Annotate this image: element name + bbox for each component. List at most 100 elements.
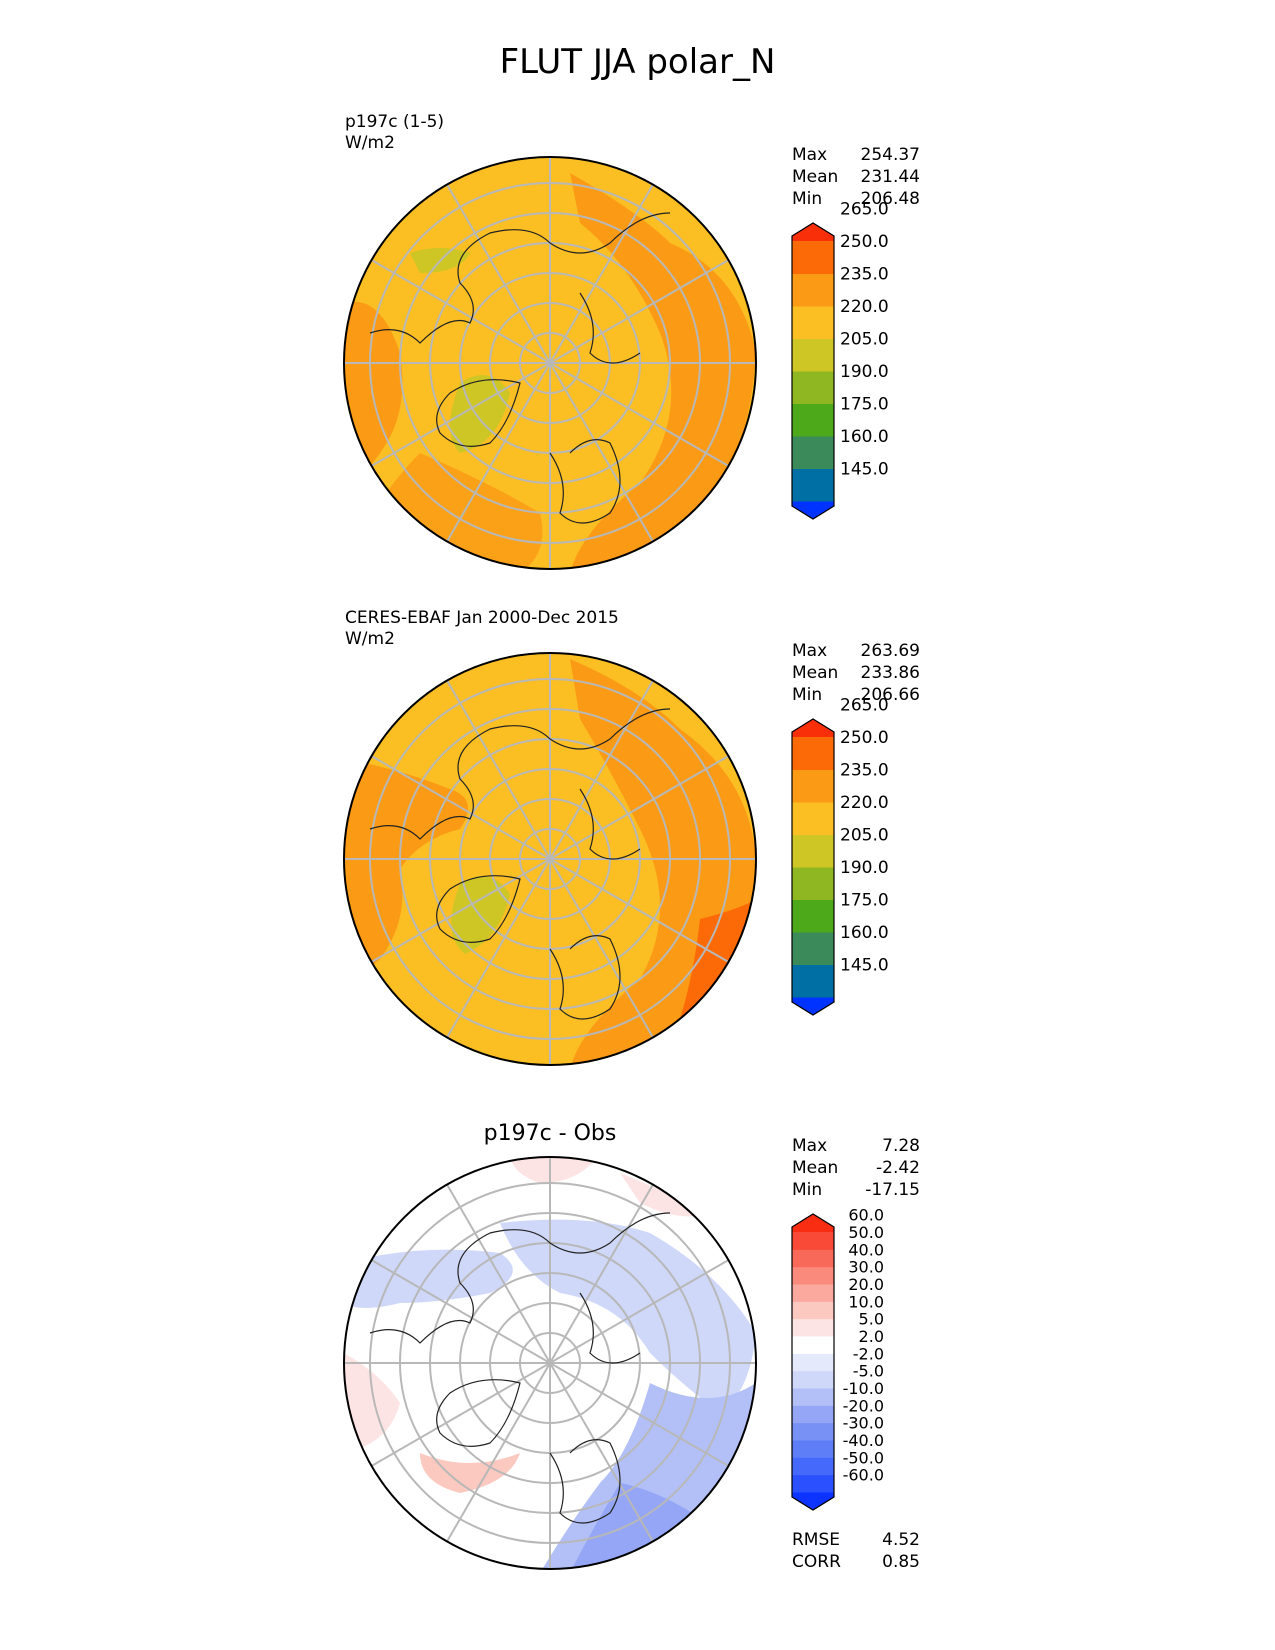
- colorbar-segment: [792, 1318, 834, 1337]
- colorbar-segment: [792, 1388, 834, 1406]
- colorbar-extend-max: [792, 1214, 834, 1232]
- stat-value: -2.42: [876, 1158, 920, 1178]
- colorbar-segment: [792, 1422, 834, 1441]
- colorbar-segment: [792, 802, 834, 835]
- colorbar-tick-label: 265.0: [840, 696, 889, 716]
- colorbar-tick-label: 30.0: [848, 1258, 884, 1277]
- panel-diff-stats: Max 7.28 Mean -2.42 Min -17.15: [792, 1135, 920, 1201]
- colorbar-segment: [792, 338, 834, 372]
- colorbar-tick-label: 265.0: [840, 200, 889, 220]
- colorbar-segment: [792, 1440, 834, 1458]
- colorbar-tick-label: 145.0: [840, 956, 889, 976]
- colorbar-tick-label: 5.0: [859, 1310, 884, 1329]
- colorbar-segment: [792, 1336, 834, 1354]
- colorbar-segment: [792, 899, 834, 933]
- colorbar-tick-label: 40.0: [848, 1240, 884, 1259]
- colorbar-segment: [792, 436, 834, 469]
- colorbar-tick-label: 160.0: [840, 427, 889, 447]
- colorbar-outline: [791, 718, 835, 1016]
- stat-label: Min: [792, 1180, 823, 1200]
- panel-obs-name: CERES-EBAF Jan 2000-Dec 2015: [345, 608, 619, 628]
- panel-test-units: W/m2: [345, 133, 395, 153]
- stat-value: 7.28: [882, 1136, 920, 1156]
- stat-label: Min: [792, 189, 823, 209]
- colorbar-tick-label: 2.0: [859, 1327, 884, 1346]
- colorbar-tick-label: -20.0: [843, 1396, 884, 1415]
- colorbar-tick-label: 220.0: [840, 793, 889, 813]
- colorbar-tick-label: 175.0: [840, 891, 889, 911]
- colorbar-segment: [792, 1301, 834, 1320]
- stat-label: CORR: [792, 1552, 841, 1572]
- colorbar-tick-label: -30.0: [843, 1414, 884, 1433]
- panel-test-stats: Max 254.37 Mean 231.44 Min 206.48: [792, 144, 920, 210]
- panel-diff-extra-stats: RMSE 4.52 CORR 0.85: [792, 1529, 920, 1573]
- stat-label: RMSE: [792, 1530, 841, 1550]
- colorbar-segment: [792, 1457, 834, 1476]
- colorbar-segment: [792, 1474, 834, 1493]
- colorbar-tick-label: 250.0: [840, 232, 889, 252]
- colorbar-tick-label: -60.0: [843, 1466, 884, 1485]
- stat-value: 254.37: [860, 145, 920, 165]
- stat-value: 4.52: [882, 1530, 920, 1550]
- colorbar-tick-label: 175.0: [840, 395, 889, 415]
- colorbar-segment: [792, 241, 834, 274]
- colorbar-segment: [792, 932, 834, 965]
- colorbar-extend-max: [792, 719, 834, 737]
- colorbar-extend-max: [792, 223, 834, 241]
- stat-value: 206.66: [860, 685, 920, 705]
- colorbar-segment: [792, 1353, 834, 1372]
- stat-value: 233.86: [860, 663, 920, 683]
- panel-test-name: p197c (1-5): [345, 112, 445, 132]
- colorbar-tick-label: 20.0: [848, 1275, 884, 1294]
- colorbar-segment: [792, 371, 834, 404]
- stat-label: Max: [792, 145, 828, 165]
- colorbar-segment: [792, 468, 834, 502]
- panel-obs-stats: Max 263.69 Mean 233.86 Min 206.66: [792, 640, 920, 706]
- stat-value: 206.48: [860, 189, 920, 209]
- colorbar-tick-label: -5.0: [853, 1362, 884, 1381]
- colorbar-segment: [792, 1249, 834, 1268]
- colorbar-tick-label: -2.0: [853, 1344, 884, 1363]
- stat-value: 231.44: [860, 167, 920, 187]
- colorbar-tick-label: 10.0: [848, 1292, 884, 1311]
- panel-diff-map: [343, 1156, 757, 1570]
- colorbar-tick-label: 220.0: [840, 297, 889, 317]
- colorbar-segment: [792, 1266, 834, 1285]
- figure-title: FLUT JJA polar_N: [499, 42, 776, 82]
- colorbar-tick-label: 205.0: [840, 826, 889, 846]
- panel-diff-title: p197c - Obs: [483, 1121, 617, 1146]
- colorbar-segment: [792, 1370, 834, 1389]
- stat-label: Max: [792, 1136, 828, 1156]
- colorbar-segment: [792, 1232, 834, 1250]
- colorbar-tick-label: 190.0: [840, 362, 889, 382]
- colorbar-svg: -60.0-50.0-40.0-30.0-20.0-10.0-5.0-2.02.…: [791, 1206, 884, 1511]
- colorbar-segment: [792, 306, 834, 339]
- colorbar-segment: [792, 1405, 834, 1424]
- panel-obs-colorbar: 145.0 160.0 175.0 190.0 205.0 220.0 235.0 250.0…: [791, 696, 932, 1019]
- panel-obs-units: W/m2: [345, 629, 395, 649]
- colorbar-tick-label: 160.0: [840, 923, 889, 943]
- colorbar-segment: [792, 737, 834, 770]
- colorbar-segment: [792, 867, 834, 900]
- colorbar-tick-label: 235.0: [840, 761, 889, 781]
- stat-value: 0.85: [882, 1552, 920, 1572]
- colorbar-segment: [792, 1284, 834, 1302]
- panel-test-map: [343, 156, 757, 570]
- colorbar-extend-min: [792, 1492, 834, 1510]
- colorbar-tick-label: -10.0: [843, 1379, 884, 1398]
- colorbar-extend-min: [792, 997, 834, 1015]
- colorbar-extend-min: [792, 501, 834, 519]
- colorbar-tick-label: 60.0: [848, 1206, 884, 1225]
- colorbar-outline: [791, 222, 835, 520]
- colorbar-tick-label: -50.0: [843, 1448, 884, 1467]
- stat-label: Min: [792, 685, 823, 705]
- colorbar-tick-label: 50.0: [848, 1223, 884, 1242]
- stat-label: Mean: [792, 167, 839, 187]
- colorbar-segment: [792, 769, 834, 803]
- colorbar-tick-label: 235.0: [840, 265, 889, 285]
- colorbar-svg: 145.0 160.0 175.0 190.0 205.0 220.0 235.0 250.0…: [791, 200, 889, 520]
- stat-label: Mean: [792, 663, 839, 683]
- colorbar-tick-label: 145.0: [840, 460, 889, 480]
- panel-test-colorbar: 145.0 160.0 175.0 190.0 205.0 220.0 235.0 250.0…: [791, 200, 932, 523]
- stat-label: Max: [792, 641, 828, 661]
